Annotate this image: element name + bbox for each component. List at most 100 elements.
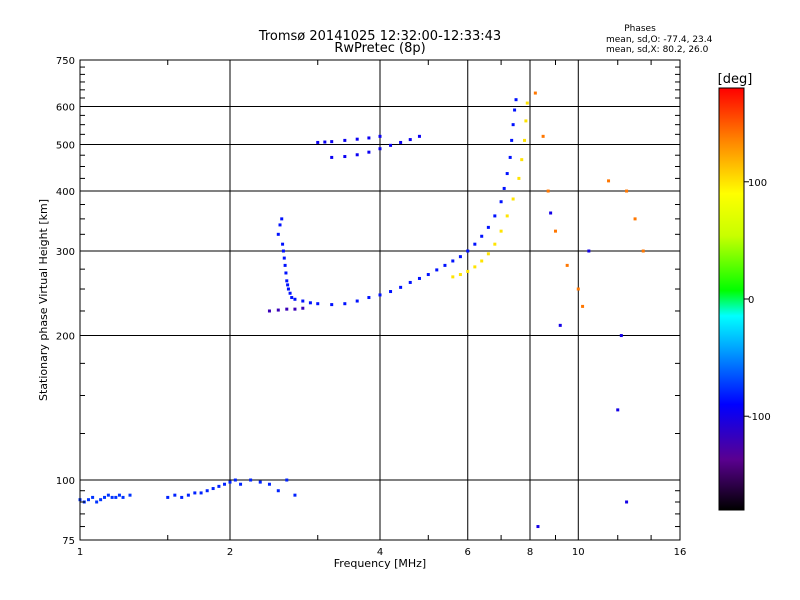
data-point xyxy=(367,136,371,140)
data-point xyxy=(186,493,190,497)
data-point xyxy=(343,155,347,159)
data-point xyxy=(355,299,359,303)
data-point xyxy=(217,484,221,488)
data-point xyxy=(458,255,462,259)
data-point xyxy=(106,493,110,497)
data-point xyxy=(228,480,232,484)
data-point xyxy=(180,495,184,499)
data-point xyxy=(285,307,289,311)
data-point xyxy=(524,119,528,123)
data-point xyxy=(239,482,243,486)
data-point xyxy=(285,478,289,482)
data-point xyxy=(435,268,439,272)
data-point xyxy=(426,273,430,277)
data-point xyxy=(493,242,497,246)
data-point xyxy=(193,491,197,495)
data-point xyxy=(343,302,347,306)
data-point xyxy=(233,478,237,482)
data-point xyxy=(378,147,382,151)
colorbar-tick-label: 0 xyxy=(748,295,754,306)
data-point xyxy=(525,101,529,105)
data-point xyxy=(293,493,297,497)
data-point xyxy=(280,217,284,221)
data-point xyxy=(128,493,132,497)
data-point xyxy=(641,249,645,253)
y-tick-label: 750 xyxy=(56,56,75,67)
y-tick-label: 600 xyxy=(56,103,75,114)
data-point xyxy=(91,495,95,499)
y-tick-label: 500 xyxy=(56,141,75,152)
data-point xyxy=(114,495,118,499)
data-point xyxy=(625,189,629,193)
data-point xyxy=(616,408,620,412)
data-point xyxy=(286,287,290,291)
data-point xyxy=(283,263,287,267)
data-point xyxy=(505,172,509,176)
data-point xyxy=(267,309,271,313)
data-point xyxy=(625,500,629,504)
data-point xyxy=(267,482,271,486)
data-point xyxy=(276,232,280,236)
data-point xyxy=(355,153,359,157)
data-point xyxy=(508,155,512,159)
colorbar xyxy=(718,87,745,511)
x-tick-label: 4 xyxy=(377,547,383,558)
data-point xyxy=(173,493,177,497)
data-point xyxy=(211,487,215,491)
data-point xyxy=(288,291,292,295)
data-point xyxy=(633,217,637,221)
x-axis-label: Frequency [MHz] xyxy=(334,557,426,570)
data-point xyxy=(565,263,569,267)
data-point xyxy=(316,140,320,144)
data-point xyxy=(286,283,290,287)
data-point xyxy=(443,263,447,267)
y-tick-label: 75 xyxy=(62,536,75,547)
data-point xyxy=(541,134,545,138)
data-point xyxy=(502,186,506,190)
data-point xyxy=(510,138,514,142)
data-point xyxy=(103,495,107,499)
phase-stats-line2: mean, sd,X: 80.2, 26.0 xyxy=(606,45,709,55)
x-tick-label: 16 xyxy=(674,547,687,558)
data-point xyxy=(301,306,305,310)
x-tick-label: 10 xyxy=(572,547,585,558)
data-point xyxy=(367,150,371,154)
data-point xyxy=(278,223,282,227)
y-tick-label: 300 xyxy=(56,247,75,258)
data-point xyxy=(301,299,305,303)
data-point xyxy=(95,500,99,504)
y-tick-label: 400 xyxy=(56,187,75,198)
data-point xyxy=(276,489,280,493)
data-point xyxy=(451,259,455,263)
data-point xyxy=(473,265,477,269)
data-point xyxy=(293,307,297,311)
data-point xyxy=(86,498,90,502)
data-point xyxy=(493,214,497,218)
data-point xyxy=(249,478,253,482)
data-point xyxy=(536,525,540,529)
data-point xyxy=(417,276,421,280)
data-point xyxy=(408,138,412,142)
data-point xyxy=(330,303,334,307)
data-point xyxy=(520,158,524,162)
data-point xyxy=(223,482,227,486)
data-point xyxy=(285,279,289,283)
colorbar-tick-label: -100 xyxy=(748,412,771,423)
data-point xyxy=(558,323,562,327)
data-point xyxy=(258,480,262,484)
grid xyxy=(80,60,680,540)
data-point xyxy=(480,234,484,238)
phase-stats-title: Phases xyxy=(624,24,656,34)
data-point xyxy=(499,229,503,233)
colorbar-tick-label: 100 xyxy=(748,178,767,189)
data-point xyxy=(323,140,327,144)
data-point xyxy=(499,200,503,204)
data-point xyxy=(110,495,114,499)
data-point xyxy=(408,280,412,284)
data-point xyxy=(117,493,121,497)
data-point xyxy=(399,140,403,144)
data-point xyxy=(276,308,280,312)
phase-stats-line1: mean, sd,O: -77.4, 23.4 xyxy=(606,35,713,45)
data-point xyxy=(281,249,285,253)
